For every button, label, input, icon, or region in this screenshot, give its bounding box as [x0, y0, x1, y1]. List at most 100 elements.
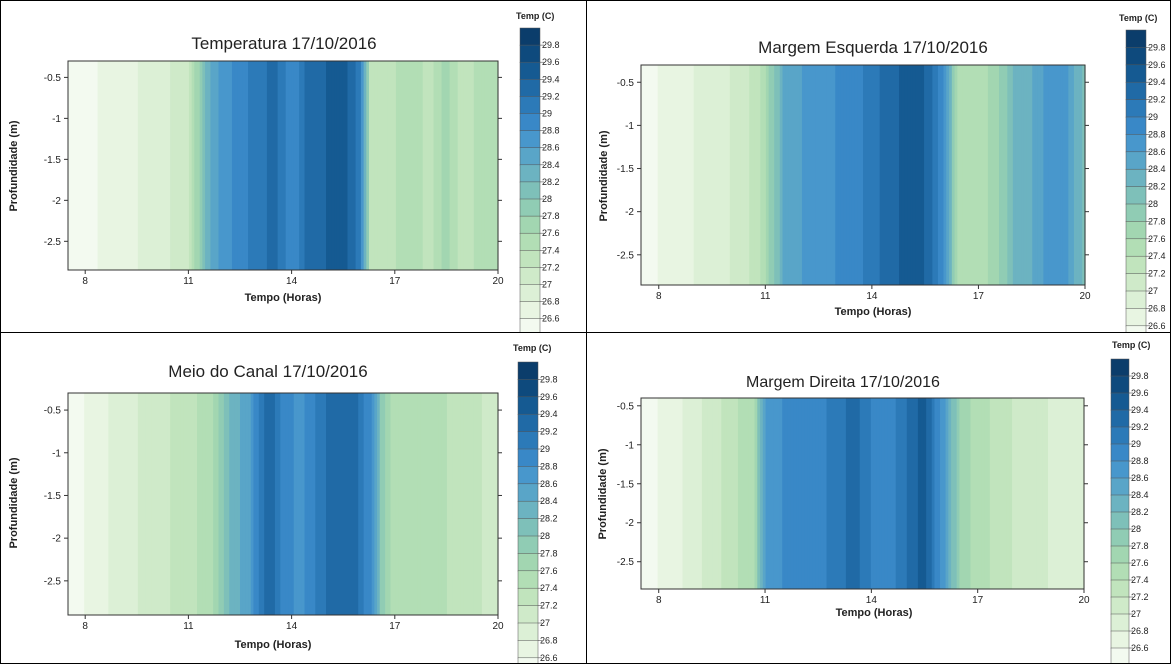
heatmap-cell: [818, 398, 822, 589]
heatmap-cell: [441, 61, 445, 270]
heatmap-cell: [856, 398, 861, 589]
heatmap-cell: [242, 393, 246, 615]
heatmap-cell: [371, 61, 375, 270]
heatmap-cell: [657, 398, 661, 589]
heatmap-cell: [1046, 65, 1050, 285]
heatmap-cell: [721, 398, 725, 589]
heatmap-cell: [479, 393, 483, 615]
heatmap-cell: [127, 61, 131, 270]
legend-label: 28.8: [1131, 456, 1149, 466]
heatmap-cell: [76, 393, 80, 615]
legend-label: 27.4: [540, 583, 558, 593]
heatmap-cell: [156, 61, 160, 270]
heatmap-cell: [288, 61, 292, 270]
heatmap-cell: [746, 65, 750, 285]
heatmap-cell: [1075, 398, 1080, 589]
heatmap-cell: [304, 61, 308, 270]
heatmap-cell: [970, 398, 974, 589]
chart-meio-do-canal: Meio do Canal 17/10/2016 8 11 14 17 20 -0.5 -1…: [8, 343, 558, 668]
heatmap-cell: [1015, 65, 1019, 285]
heatmap-cell: [693, 398, 697, 589]
heatmap-cell: [949, 65, 953, 285]
heatmap-cell: [317, 61, 322, 270]
heatmap-cell: [401, 393, 405, 615]
legend-swatch: [1125, 151, 1147, 170]
heatmap-cell: [420, 393, 424, 615]
heatmap-cell: [862, 398, 866, 589]
heatmap-cell: [479, 61, 483, 270]
heatmap-cell: [438, 61, 443, 270]
legend-title: Temp (C): [513, 343, 551, 353]
heatmap-cell: [167, 393, 171, 615]
heatmap-cell: [164, 61, 169, 270]
heatmap-cell: [1012, 398, 1016, 589]
heatmap-cell: [436, 61, 440, 270]
heatmap-cell: [436, 393, 440, 615]
legend-swatch: [519, 318, 541, 337]
heatmap-cell: [1064, 398, 1068, 589]
heatmap-cell: [682, 398, 686, 589]
heatmap-cell: [732, 398, 736, 589]
heatmap-cell: [940, 398, 944, 589]
heatmap-cell: [124, 61, 128, 270]
legend-swatch: [1110, 409, 1130, 428]
heatmap-cell: [1007, 65, 1011, 285]
heatmap-cell: [245, 61, 249, 270]
legend-swatch: [1110, 426, 1130, 445]
heatmap-cell: [111, 61, 115, 270]
heatmap-cell: [221, 61, 225, 270]
heatmap-cell: [868, 65, 872, 285]
legend-swatch: [519, 113, 541, 132]
heatmap-cell: [489, 61, 494, 270]
heatmap-cell: [336, 61, 341, 270]
heatmap-cell: [715, 398, 720, 589]
heatmap-cell: [863, 65, 867, 285]
heatmap-cell: [403, 61, 408, 270]
legend-label: 29.8: [540, 374, 558, 384]
chart-title: Temperatura 17/10/2016: [191, 34, 376, 53]
heatmap-cell: [643, 398, 648, 589]
heatmap-cell: [116, 393, 120, 615]
x-tick-label: 14: [286, 276, 298, 287]
legend-label: 27.6: [1131, 558, 1149, 568]
heatmap-cell: [202, 393, 206, 615]
heatmap-cell: [948, 398, 952, 589]
heatmap-cell: [140, 393, 144, 615]
legend-swatch: [1125, 116, 1147, 135]
heatmap-cell: [360, 393, 365, 615]
x-tick-label: 17: [973, 291, 985, 302]
heatmap-cell: [663, 65, 667, 285]
legend-label: 29.8: [1131, 371, 1149, 381]
heatmap-cell: [420, 61, 424, 270]
heatmap-cell: [1071, 65, 1075, 285]
heatmap-cell: [154, 393, 158, 615]
heatmap-cell: [654, 65, 659, 285]
legend-swatch: [519, 130, 541, 149]
heatmap-cell: [395, 61, 400, 270]
heatmap-cell: [643, 65, 648, 285]
heatmap-cell: [1031, 398, 1035, 589]
heatmap-cell: [430, 61, 435, 270]
heatmap-cell: [989, 398, 994, 589]
heatmap-cell: [790, 65, 795, 285]
heatmap-cell: [1017, 398, 1021, 589]
legend-label: 28.2: [540, 514, 558, 524]
legend-label: 29.8: [1148, 42, 1166, 52]
legend-label: 26.6: [542, 314, 560, 324]
heatmap-cell: [301, 393, 306, 615]
heatmap-cell: [476, 393, 480, 615]
heatmap-cell: [438, 393, 443, 615]
legend-swatch: [517, 570, 539, 589]
heatmap-cell: [422, 61, 427, 270]
heatmap-cell: [909, 398, 913, 589]
legend-label: 26.8: [1131, 626, 1149, 636]
legend-swatch: [517, 483, 539, 502]
heatmap-cell: [915, 65, 920, 285]
y-tick-label: -1.5: [44, 155, 62, 166]
heatmap-cell: [86, 61, 91, 270]
heatmap-cell: [132, 393, 136, 615]
legend-label: 29.2: [540, 427, 558, 437]
heatmap-cell: [928, 398, 933, 589]
legend-label: 27.8: [540, 548, 558, 558]
y-tick-label: -1.5: [617, 479, 635, 490]
